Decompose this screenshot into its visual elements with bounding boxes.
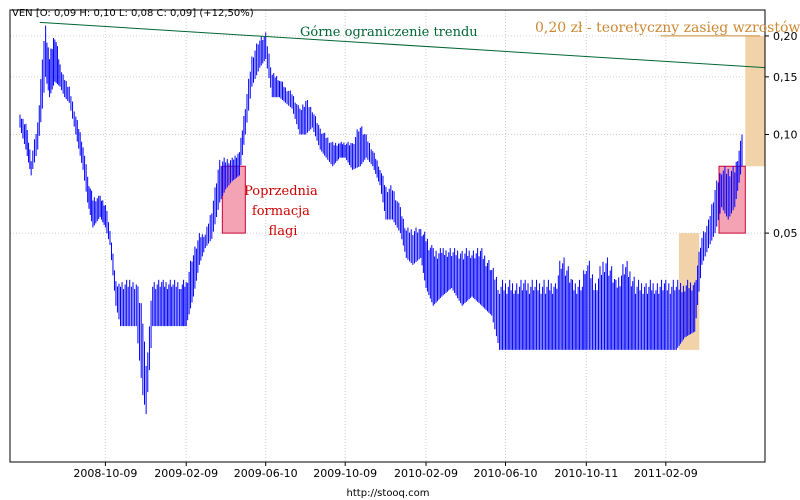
projection-zone	[745, 35, 765, 167]
x-tick-label: 2010-06-10	[474, 467, 538, 480]
flag-label-line-2: formacja	[252, 204, 310, 219]
grid	[10, 10, 765, 462]
x-tick-label: 2011-02-09	[634, 467, 698, 480]
trend-line	[39, 21, 766, 69]
x-tick-label: 2009-10-09	[313, 467, 377, 480]
x-tick-label: 2008-10-09	[73, 467, 137, 480]
source-label: http://stooq.com	[347, 488, 430, 499]
y-tick-label: 0,20	[773, 30, 798, 43]
y-tick-label: 0,15	[773, 71, 798, 84]
y-tick-label: 0,05	[773, 227, 798, 240]
y-tick-label: 0,10	[773, 129, 798, 142]
x-tick-label: 2010-10-11	[554, 467, 618, 480]
flag-label-line-1: Poprzednia	[244, 184, 318, 199]
price-series	[19, 25, 743, 415]
trend-label: Górne ograniczenie trendu	[300, 25, 478, 40]
flag-label: Poprzednia formacja flagi	[244, 184, 322, 239]
x-axis: 2008-10-09 2009-02-09 2009-06-10 2009-10-09…	[73, 462, 698, 480]
x-tick-label: 2009-06-10	[234, 467, 298, 480]
x-tick-label: 2010-02-09	[394, 467, 458, 480]
y-axis: 0,20 0,15 0,10 0,05	[765, 30, 798, 240]
annotations-lines	[39, 21, 766, 69]
target-label: 0,20 zł - teoretyczny zasięg wzrostów	[535, 20, 800, 36]
plot-frame	[9, 9, 766, 463]
chart-title: VEN [O: 0,09 H: 0,10 L: 0,08 C: 0,09] (+…	[12, 8, 254, 19]
flag-label-line-3: flagi	[269, 224, 298, 239]
x-tick-label: 2009-02-09	[154, 467, 218, 480]
